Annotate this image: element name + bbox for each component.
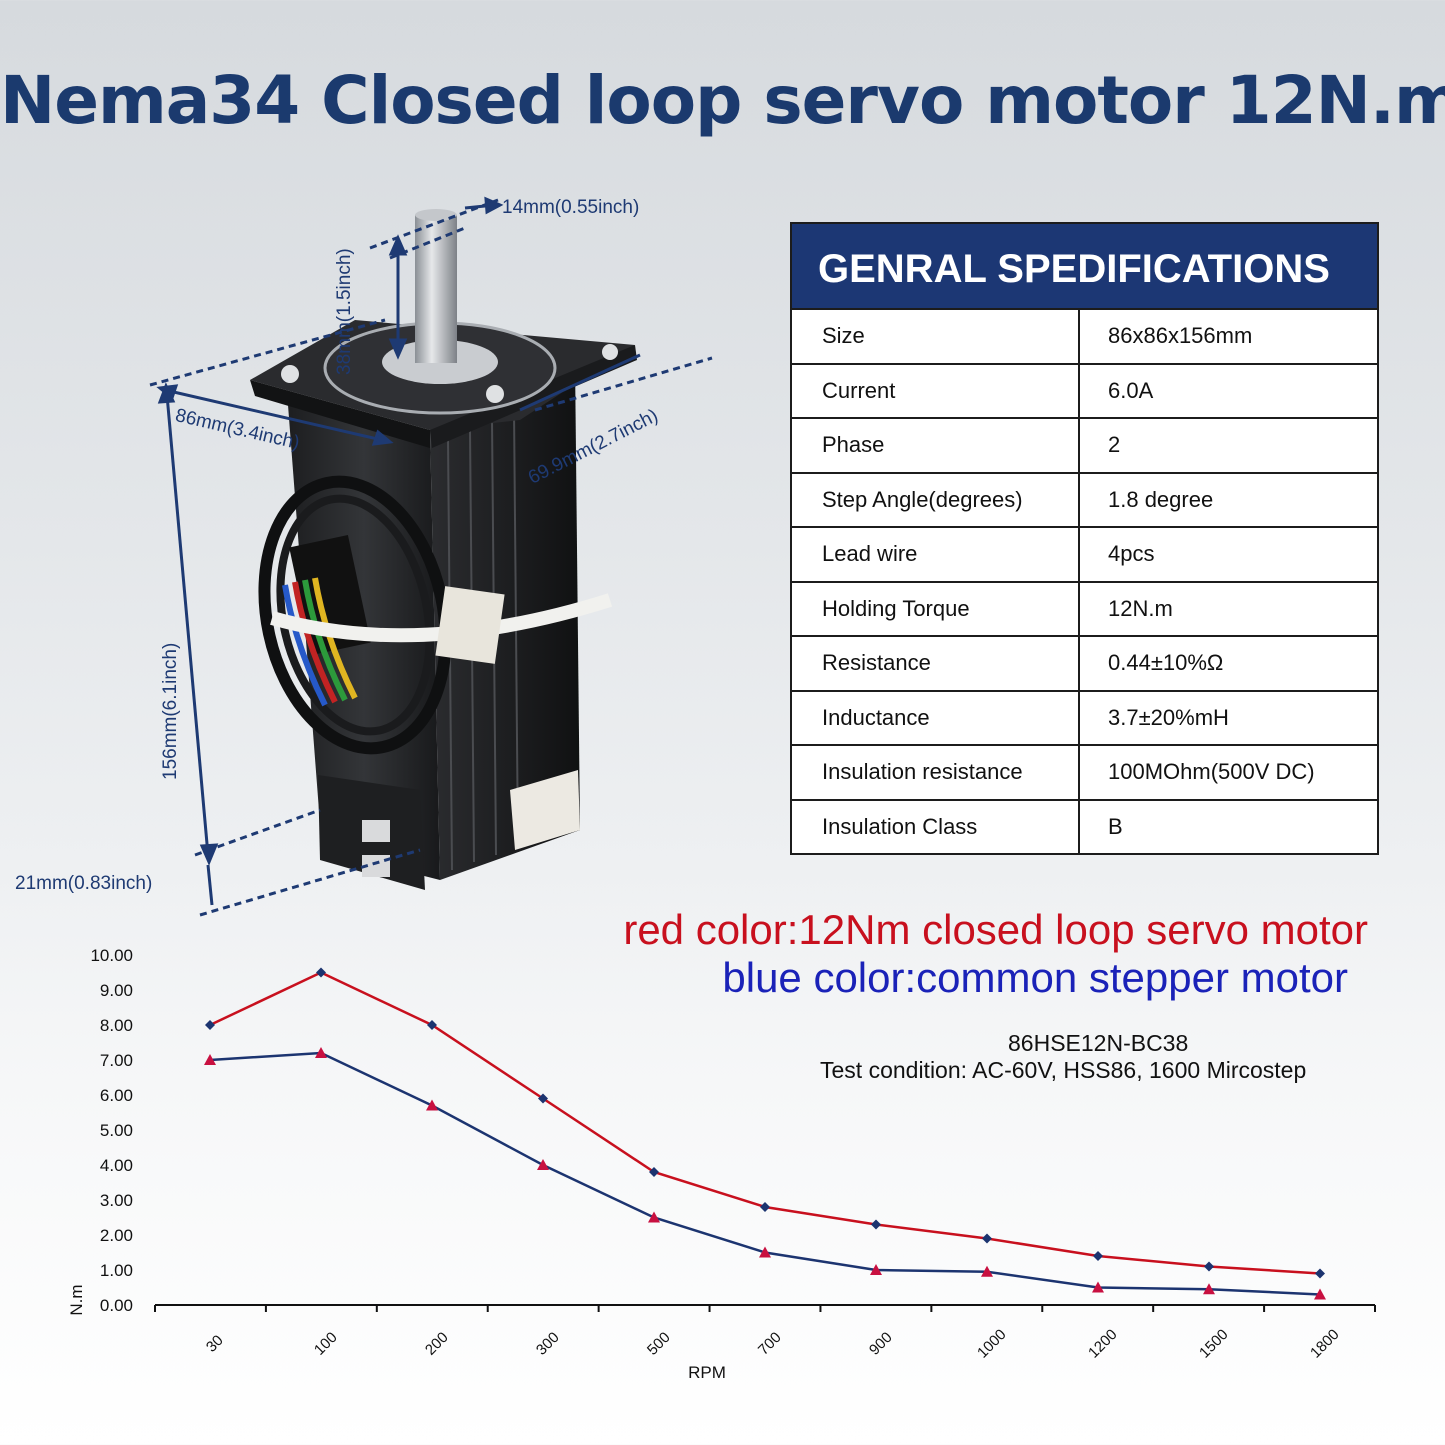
spec-value: 3.7±20%mH (1108, 704, 1229, 730)
spec-key: Lead wire (792, 528, 1080, 581)
spec-value: B (1108, 813, 1123, 839)
y-tick-label: 1.00 (100, 1261, 133, 1280)
stepper-point (870, 1264, 882, 1275)
page-title: Nema34 Closed loop servo motor 12N.m (0, 62, 1445, 139)
x-tick-label: 200 (422, 1329, 452, 1359)
servo-point (538, 1093, 548, 1104)
x-tick-label: 1500 (1196, 1326, 1232, 1362)
shaft-diameter-label: 14mm(0.55inch) (502, 197, 640, 218)
servo-series-line (209, 971, 1321, 1275)
stepper-point (315, 1047, 327, 1058)
y-tick-label: 6.00 (100, 1086, 133, 1105)
spec-value: 4pcs (1108, 541, 1155, 566)
x-tick-label: 700 (755, 1329, 785, 1359)
y-tick-label: 10.00 (90, 946, 133, 965)
y-tick-label: 2.00 (100, 1226, 133, 1245)
stepper-point (426, 1099, 438, 1111)
y-tick-label: 4.00 (100, 1156, 133, 1175)
spec-value: 100MOhm(500V DC) (1108, 759, 1315, 784)
cable-tie (270, 593, 613, 643)
spec-key: Current (792, 364, 1080, 417)
x-tick-label: 300 (533, 1329, 563, 1359)
stepper-point (981, 1265, 993, 1277)
servo-point (649, 1167, 659, 1177)
spec-row: Phase 2 (792, 417, 1377, 472)
spec-row: Current 6.0A (792, 362, 1377, 417)
stepper-point (1203, 1283, 1215, 1295)
y-axis-label: N.m (67, 1284, 86, 1315)
stepper-point (648, 1211, 660, 1223)
test-condition-label: Test condition: AC-60V, HSS86, 1600 Mirc… (820, 1057, 1307, 1083)
servo-point (427, 1020, 437, 1030)
servo-point (1315, 1268, 1325, 1279)
stepper-point (537, 1159, 549, 1170)
spec-value: 1.8 degree (1108, 486, 1214, 512)
y-tick-label: 9.00 (100, 981, 133, 1000)
spec-row: Insulation Class B (792, 798, 1377, 853)
y-tick-label: 3.00 (100, 1191, 133, 1210)
stepper-series-line (209, 1051, 1321, 1296)
x-axis-label: RPM (688, 1363, 726, 1382)
cable-loop (258, 475, 452, 755)
spec-row: Step Angle(degrees) 1.8 degree (792, 471, 1377, 526)
spec-value: 0.44±10%Ω (1108, 650, 1224, 675)
stepper-point (204, 1054, 216, 1065)
stepper-point (1092, 1281, 1104, 1293)
spec-row: Insulation resistance 100MOhm(500V DC) (792, 744, 1377, 799)
spec-row: Lead wire 4pcs (792, 526, 1377, 581)
servo-point (205, 1020, 215, 1030)
x-tick-label: 1200 (1085, 1326, 1121, 1362)
y-tick-label: 0.00 (100, 1296, 133, 1315)
spec-table: GENRAL SPEDIFICATIONS Size 86x86x156mm Cur… (790, 222, 1379, 855)
spec-value: 86x86x156mm (1108, 323, 1253, 348)
y-tick-label: 7.00 (100, 1051, 133, 1070)
spec-key: Phase (792, 419, 1080, 472)
spec-value: 6.0A (1108, 377, 1154, 403)
spec-key: Inductance (792, 691, 1080, 744)
spec-row: Holding Torque 12N.m (792, 580, 1377, 635)
spec-key: Holding Torque (792, 582, 1080, 635)
servo-point (982, 1233, 992, 1244)
x-tick-label: 900 (866, 1329, 896, 1359)
spec-row: Inductance 3.7±20%mH (792, 689, 1377, 744)
servo-point (1204, 1261, 1214, 1272)
spec-key: Resistance (792, 637, 1080, 690)
x-tick-label: 30 (203, 1332, 227, 1356)
y-tick-label: 5.00 (100, 1121, 133, 1140)
servo-point (1093, 1251, 1103, 1261)
stepper-point (1314, 1288, 1326, 1300)
model-label: 86HSE12N-BC38 (1008, 1030, 1189, 1056)
spec-key: Insulation Class (792, 800, 1080, 853)
spec-row: Size 86x86x156mm (792, 310, 1377, 363)
legend-servo: red color:12Nm closed loop servo motor (623, 906, 1368, 953)
spec-key: Step Angle(degrees) (792, 473, 1080, 526)
x-tick-label: 100 (311, 1329, 341, 1359)
y-tick-label: 8.00 (100, 1016, 133, 1035)
servo-point (871, 1219, 881, 1230)
spec-key: Insulation resistance (792, 746, 1080, 799)
encoder-length-label: 21mm(0.83inch) (15, 873, 153, 894)
spec-key: Size (792, 310, 1080, 363)
servo-point (316, 967, 326, 978)
spec-table-heading: GENRAL SPEDIFICATIONS (792, 224, 1377, 310)
servo-point (760, 1202, 770, 1212)
x-tick-label: 1800 (1307, 1326, 1343, 1362)
stepper-point (759, 1246, 771, 1258)
x-tick-label: 1000 (974, 1326, 1010, 1362)
spec-value: 12N.m (1108, 595, 1173, 621)
x-tick-label: 500 (644, 1329, 674, 1359)
spec-row: Resistance 0.44±10%Ω (792, 635, 1377, 690)
spec-value: 2 (1108, 432, 1121, 457)
legend-stepper: blue color:common stepper motor (722, 954, 1348, 1001)
